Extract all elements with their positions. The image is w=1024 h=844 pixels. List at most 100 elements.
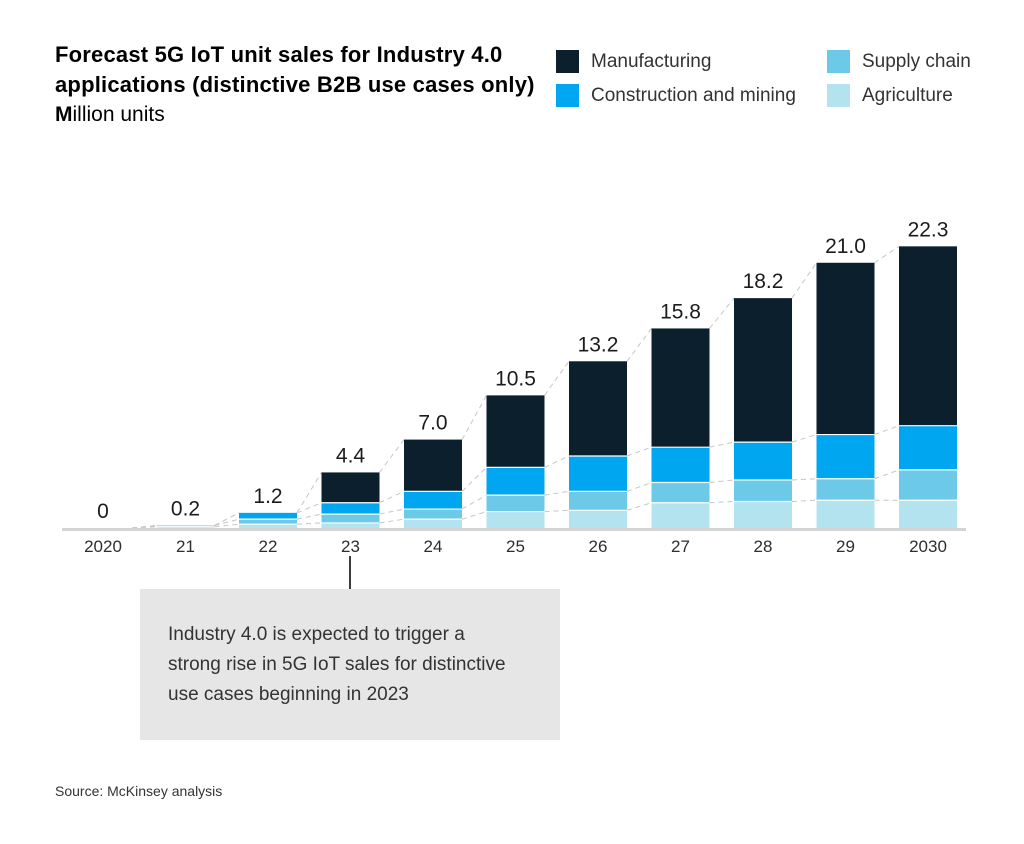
x-axis-label-23: 23 (341, 537, 360, 556)
annotation-box: Industry 4.0 is expected to trigger a st… (140, 589, 560, 740)
bar-segment-construction-and-mining-24 (404, 491, 462, 510)
unit-label-rest: illion units (72, 103, 165, 126)
bar-segment-supply-chain-29 (816, 478, 875, 501)
connector-line (461, 467, 487, 492)
bar-segment-supply-chain-24 (404, 509, 462, 520)
x-axis-label-29: 29 (836, 537, 855, 556)
bar-segment-agriculture-28 (734, 501, 792, 528)
bar-segment-supply-chain-26 (569, 491, 627, 511)
value-label-28: 18.2 (743, 270, 784, 293)
value-label-23: 4.4 (336, 444, 366, 467)
source-note: Source: McKinsey analysis (55, 783, 223, 799)
legend-item-supply-chain: Supply chain (827, 50, 971, 73)
chart-unit-label: Million units (55, 101, 165, 129)
connector-line (379, 518, 405, 524)
bar-segment-manufacturing-24 (404, 439, 462, 492)
connector-line (131, 524, 157, 529)
connector-line (709, 297, 735, 329)
value-label-21: 0.2 (171, 497, 200, 520)
bar-segment-agriculture-26 (569, 510, 627, 528)
bar-segment-construction-and-mining-26 (569, 456, 627, 492)
bar-segment-construction-and-mining-23 (321, 502, 380, 515)
connector-line (626, 446, 652, 457)
value-label-27: 15.8 (660, 300, 701, 323)
bar-segment-supply-chain-21 (156, 525, 215, 527)
bar-segment-construction-and-mining-28 (734, 442, 792, 481)
bar-segment-supply-chain-25 (486, 495, 545, 512)
bar-segment-construction-and-mining-22 (239, 512, 297, 520)
bar-segment-agriculture-25 (486, 511, 545, 528)
connector-line (544, 490, 570, 496)
x-axis-label-27: 27 (671, 537, 690, 556)
connector-line (461, 494, 487, 510)
bar-segment-agriculture-24 (404, 519, 462, 528)
bar-segment-agriculture-2030 (899, 500, 957, 528)
connector-line (626, 328, 652, 362)
value-label-2030: 22.3 (908, 218, 949, 241)
value-label-25: 10.5 (495, 367, 536, 390)
bar-segment-manufacturing-23 (321, 472, 380, 503)
connector-line (296, 472, 322, 514)
chart-title-line1: Forecast 5G IoT unit sales for Industry … (55, 42, 503, 67)
value-label-22: 1.2 (253, 485, 282, 508)
connector-line (544, 455, 570, 468)
bar-segment-agriculture-23 (321, 522, 380, 528)
bar-segment-manufacturing-26 (569, 361, 627, 457)
connector-line (791, 499, 817, 502)
connector-line (379, 439, 405, 473)
bar-segment-supply-chain-28 (734, 480, 792, 502)
bar-segment-supply-chain-22 (239, 519, 297, 525)
connector-line (709, 500, 735, 504)
connector-line (874, 425, 900, 436)
connector-line (461, 395, 487, 440)
connector-line (709, 441, 735, 448)
legend-swatch-manufacturing (556, 50, 579, 73)
x-axis-label-21: 21 (176, 537, 195, 556)
chart-title-line2: applications (distinctive B2B use cases … (55, 72, 535, 97)
legend-label-supply-chain: Supply chain (862, 50, 971, 72)
legend-label-manufacturing: Manufacturing (591, 50, 712, 72)
connector-line (296, 522, 322, 525)
bar-segment-manufacturing-25 (486, 395, 545, 468)
connector-line (626, 502, 652, 511)
annotation-pointer-line (349, 556, 351, 589)
connector-line (874, 469, 900, 480)
connector-line (379, 490, 405, 504)
bar-segment-manufacturing-28 (734, 298, 792, 443)
x-axis-label-2020: 2020 (84, 537, 122, 556)
x-axis-label-22: 22 (259, 537, 278, 556)
x-axis-label-26: 26 (589, 537, 608, 556)
legend-item-construction-and-mining: Construction and mining (556, 84, 796, 107)
value-label-29: 21.0 (825, 235, 866, 258)
bar-segment-construction-and-mining-2030 (899, 425, 957, 470)
x-axis-label-28: 28 (754, 537, 773, 556)
value-label-26: 13.2 (578, 333, 619, 356)
bar-segment-agriculture-21 (156, 526, 215, 528)
bar-segment-supply-chain-2030 (899, 469, 957, 501)
legend-label-construction-and-mining: Construction and mining (591, 84, 796, 106)
connector-line (791, 478, 817, 481)
x-axis-label-24: 24 (424, 537, 443, 556)
chart-title: Forecast 5G IoT unit sales for Industry … (55, 40, 575, 100)
legend-item-manufacturing: Manufacturing (556, 50, 711, 73)
connector-line (791, 434, 817, 443)
legend-swatch-agriculture (827, 84, 850, 107)
legend-item-agriculture: Agriculture (827, 84, 953, 107)
connector-line (874, 245, 900, 264)
x-axis-label-25: 25 (506, 537, 525, 556)
bar-segment-manufacturing-2030 (899, 246, 957, 426)
connector-line (791, 262, 817, 299)
bar-segment-agriculture-29 (816, 500, 875, 528)
connector-line (461, 511, 487, 520)
unit-label-bold: M (55, 103, 73, 126)
bar-segment-agriculture-27 (651, 502, 710, 528)
connector-line (214, 518, 240, 526)
legend-label-agriculture: Agriculture (862, 84, 953, 106)
bar-segment-agriculture-22 (239, 524, 297, 528)
connector-line (296, 513, 322, 520)
bar-segment-manufacturing-29 (816, 262, 875, 435)
connector-line (709, 479, 735, 484)
connector-line (544, 509, 570, 513)
annotation-text-line2: strong rise in 5G IoT sales for distinct… (168, 654, 506, 675)
annotation-text-line1: Industry 4.0 is expected to trigger a (168, 624, 465, 645)
